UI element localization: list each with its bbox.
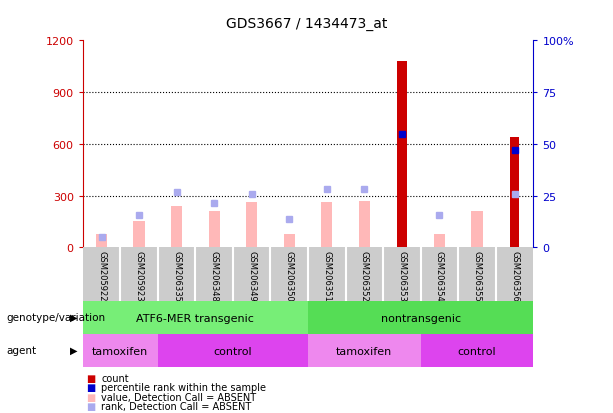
Bar [397,62,406,248]
Text: ATF6-MER transgenic: ATF6-MER transgenic [137,313,254,323]
Text: value, Detection Call = ABSENT: value, Detection Call = ABSENT [101,392,256,402]
Text: GDS3667 / 1434473_at: GDS3667 / 1434473_at [226,17,387,31]
Text: GSM206351: GSM206351 [322,250,331,301]
Bar [96,234,107,248]
Text: GSM206350: GSM206350 [285,250,294,301]
Text: nontransgenic: nontransgenic [381,313,461,323]
Text: GSM206348: GSM206348 [210,250,219,301]
Bar [308,301,533,335]
Text: GSM205922: GSM205922 [97,250,106,301]
Text: ■: ■ [86,401,95,411]
Text: percentile rank within the sample: percentile rank within the sample [101,382,266,392]
Text: genotype/variation: genotype/variation [6,312,105,322]
Text: GSM206356: GSM206356 [510,250,519,301]
Bar [321,202,332,248]
Bar [208,211,220,248]
Bar [83,335,158,368]
Text: count: count [101,373,129,383]
Bar [359,201,370,248]
Text: GSM206355: GSM206355 [473,250,481,301]
Text: GSM206335: GSM206335 [172,250,181,301]
Text: ■: ■ [86,392,95,402]
Bar [83,301,308,335]
Text: GSM205923: GSM205923 [135,250,143,301]
Text: GSM206354: GSM206354 [435,250,444,301]
Text: tamoxifen: tamoxifen [92,346,148,356]
Bar [171,206,182,248]
Bar [134,221,145,248]
Text: rank, Detection Call = ABSENT: rank, Detection Call = ABSENT [101,401,251,411]
Text: GSM206352: GSM206352 [360,250,369,301]
Bar [308,335,421,368]
Text: GSM206349: GSM206349 [247,250,256,301]
Bar [158,335,308,368]
Text: control: control [213,346,253,356]
Bar [284,234,295,248]
Text: ▶: ▶ [70,312,77,322]
Text: GSM206353: GSM206353 [397,250,406,301]
Text: ▶: ▶ [70,345,77,355]
Text: tamoxifen: tamoxifen [336,346,392,356]
Text: ■: ■ [86,382,95,392]
Bar [246,202,257,248]
Bar [421,335,533,368]
Text: ■: ■ [86,373,95,383]
Text: control: control [458,346,497,356]
Bar [471,211,482,248]
Bar [434,234,445,248]
Bar [510,138,519,248]
Text: agent: agent [6,345,36,355]
